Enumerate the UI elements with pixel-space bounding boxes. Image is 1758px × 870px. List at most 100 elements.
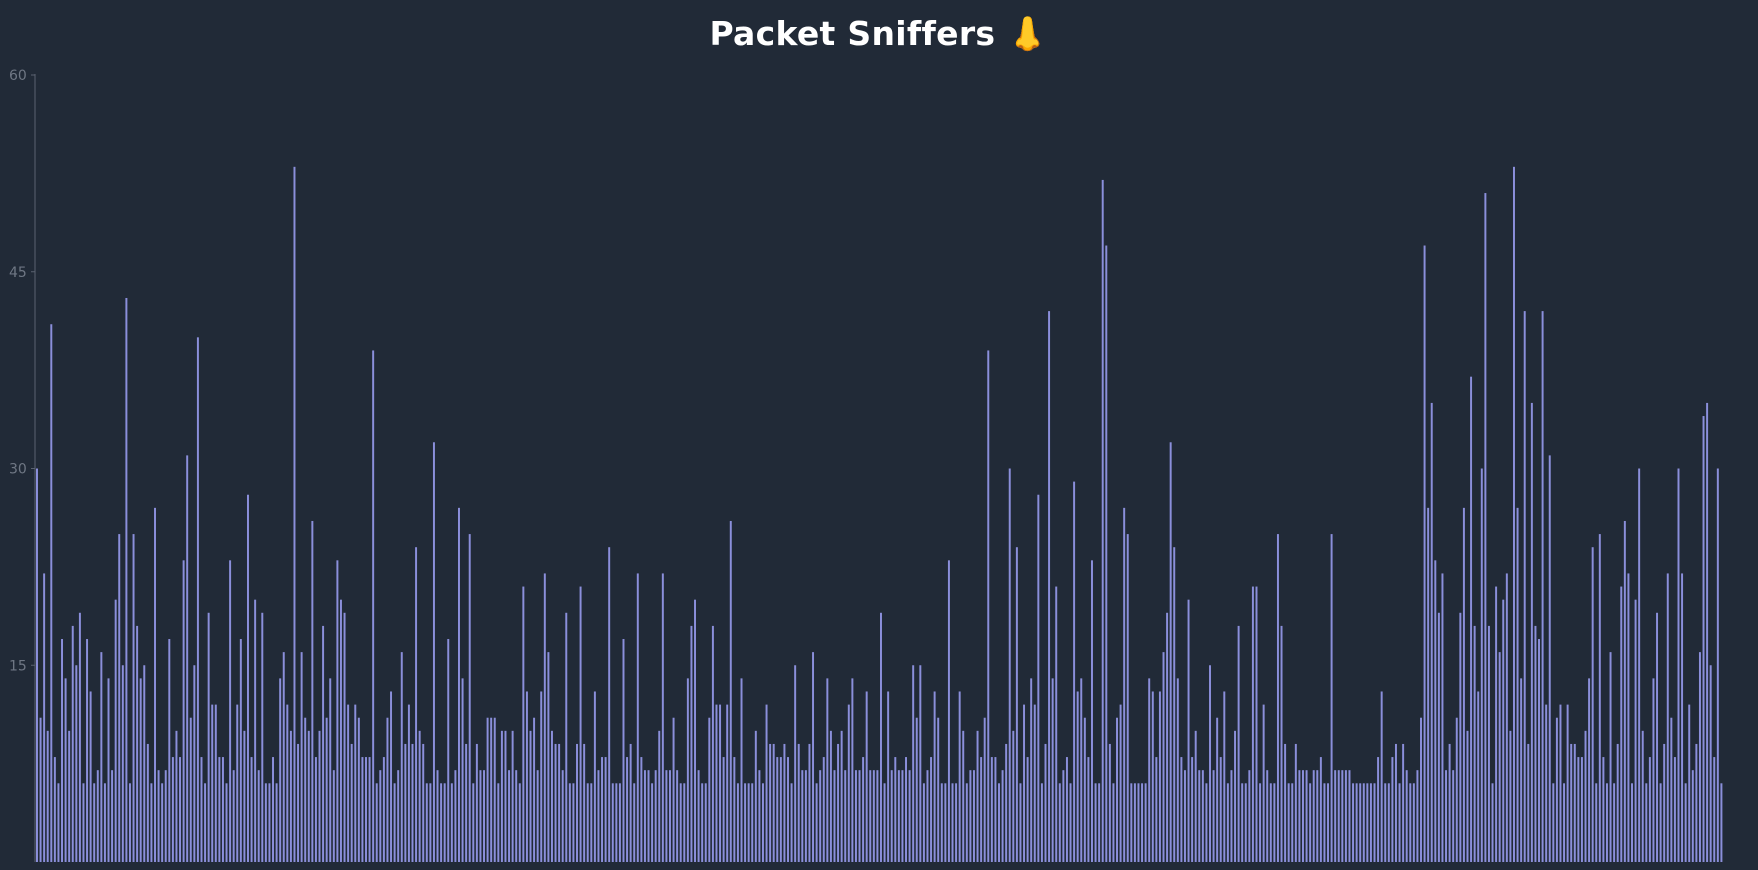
bar[interactable] (415, 547, 418, 862)
bar[interactable] (286, 704, 289, 862)
bar[interactable] (1441, 573, 1444, 862)
bar[interactable] (1520, 678, 1523, 862)
bar[interactable] (719, 704, 722, 862)
bar[interactable] (1627, 573, 1630, 862)
bar[interactable] (53, 757, 56, 862)
bar[interactable] (136, 625, 139, 862)
bar[interactable] (1112, 783, 1115, 862)
bar[interactable] (96, 770, 99, 862)
bar[interactable] (128, 783, 131, 862)
bar[interactable] (1058, 783, 1061, 862)
bar[interactable] (597, 770, 600, 862)
bar[interactable] (1026, 757, 1029, 862)
bar[interactable] (1327, 783, 1329, 862)
bar[interactable] (744, 783, 747, 862)
bar[interactable] (629, 743, 632, 862)
bar[interactable] (1623, 520, 1626, 862)
bar[interactable] (1538, 639, 1540, 862)
bar[interactable] (1645, 783, 1648, 862)
bar[interactable] (1652, 678, 1655, 862)
bar[interactable] (1080, 678, 1083, 862)
bar[interactable] (1323, 783, 1326, 862)
bar[interactable] (883, 783, 886, 862)
bar[interactable] (78, 612, 81, 862)
bar[interactable] (894, 757, 897, 862)
bar[interactable] (500, 730, 503, 862)
bar[interactable] (307, 730, 310, 862)
bar[interactable] (1613, 783, 1616, 862)
bar[interactable] (858, 770, 861, 862)
bar[interactable] (1033, 704, 1036, 862)
bar[interactable] (493, 717, 496, 862)
bar[interactable] (533, 717, 536, 862)
bar[interactable] (1262, 704, 1265, 862)
bar[interactable] (1498, 652, 1501, 862)
bar[interactable] (1437, 612, 1440, 862)
bar[interactable] (962, 730, 965, 862)
bar[interactable] (1430, 402, 1433, 862)
bar[interactable] (536, 770, 539, 862)
bar[interactable] (1302, 770, 1304, 862)
bar[interactable] (1620, 586, 1623, 862)
bar[interactable] (261, 612, 264, 862)
bar[interactable] (808, 743, 811, 862)
bar[interactable] (264, 783, 267, 862)
bar[interactable] (232, 770, 235, 862)
bar[interactable] (708, 717, 711, 862)
bar[interactable] (1530, 402, 1533, 862)
bar[interactable] (722, 757, 725, 862)
bar[interactable] (1255, 586, 1258, 862)
bar[interactable] (1126, 534, 1129, 862)
bar[interactable] (1559, 704, 1562, 862)
bar[interactable] (776, 757, 779, 862)
bar[interactable] (1673, 757, 1676, 862)
bar[interactable] (908, 770, 911, 862)
bar[interactable] (393, 783, 396, 862)
bar[interactable] (812, 652, 815, 862)
bar[interactable] (1663, 743, 1666, 862)
bar[interactable] (933, 691, 936, 862)
bar[interactable] (468, 534, 471, 862)
bar[interactable] (236, 704, 239, 862)
bar[interactable] (218, 757, 221, 862)
bar[interactable] (1691, 770, 1694, 862)
bar[interactable] (375, 783, 378, 862)
bar[interactable] (121, 665, 124, 862)
bar[interactable] (965, 783, 968, 862)
bar[interactable] (458, 507, 460, 862)
bar[interactable] (1477, 691, 1480, 862)
bar[interactable] (1541, 311, 1544, 863)
bar[interactable] (643, 770, 646, 862)
bar[interactable] (372, 350, 375, 862)
bar[interactable] (361, 757, 364, 862)
bar[interactable] (1448, 743, 1451, 862)
bar[interactable] (1588, 678, 1591, 862)
bar[interactable] (368, 757, 371, 862)
bar[interactable] (1330, 534, 1333, 862)
bar[interactable] (547, 652, 550, 862)
bar[interactable] (926, 770, 929, 862)
bar[interactable] (654, 770, 657, 862)
bar[interactable] (633, 783, 636, 862)
bar[interactable] (1706, 402, 1709, 862)
bar[interactable] (1144, 783, 1147, 862)
bar[interactable] (626, 757, 629, 862)
bar[interactable] (125, 297, 128, 863)
bar[interactable] (432, 442, 435, 862)
bar[interactable] (200, 757, 203, 862)
bar[interactable] (1133, 783, 1136, 862)
bar[interactable] (618, 783, 621, 862)
bar[interactable] (1173, 547, 1176, 862)
bar[interactable] (1638, 468, 1641, 863)
bar[interactable] (454, 770, 457, 862)
bar[interactable] (89, 691, 92, 862)
bar[interactable] (479, 770, 482, 862)
bar[interactable] (1273, 783, 1276, 862)
bar[interactable] (1684, 783, 1687, 862)
bar[interactable] (1008, 468, 1011, 863)
bar[interactable] (736, 783, 739, 862)
bar[interactable] (1523, 311, 1526, 863)
bar[interactable] (958, 691, 961, 862)
bar[interactable] (282, 652, 285, 862)
bar[interactable] (400, 652, 403, 862)
